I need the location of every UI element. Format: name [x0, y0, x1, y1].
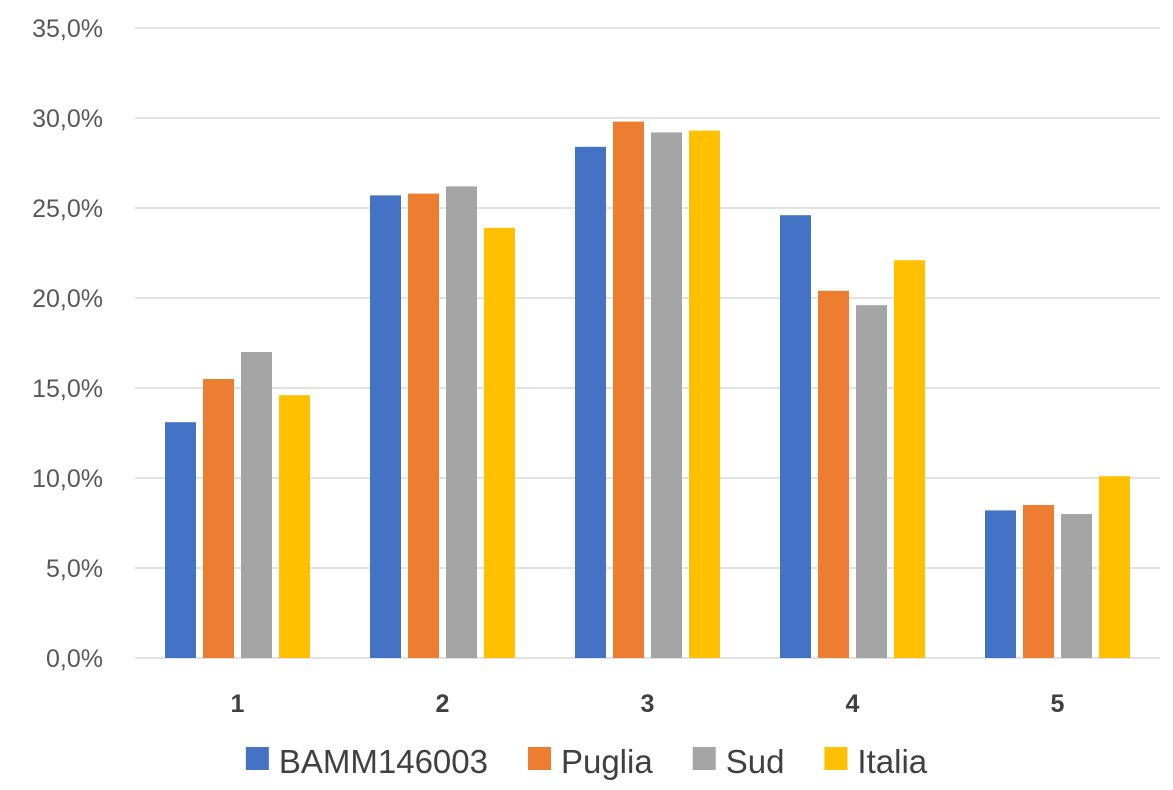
y-tick-label: 10,0%	[32, 465, 103, 493]
y-tick-label: 15,0%	[32, 375, 103, 403]
y-tick-label: 25,0%	[32, 195, 103, 223]
legend-swatch-sud	[692, 747, 716, 770]
y-tick-label: 0,0%	[46, 645, 103, 673]
bar-italia-4	[894, 260, 925, 658]
bar-sud-3	[651, 132, 682, 658]
x-category-label: 2	[436, 690, 450, 718]
y-tick-label: 20,0%	[32, 285, 103, 313]
y-tick-label: 30,0%	[32, 105, 103, 133]
bar-puglia-1	[203, 379, 234, 658]
y-axis-tick-labels: 0,0% 5,0% 10,0% 15,0% 20,0% 25,0% 30,0% 35,0%	[32, 15, 103, 673]
x-axis-category-labels: 1 2 3 4 5	[231, 690, 1065, 718]
y-tick-label: 35,0%	[32, 15, 103, 43]
x-category-label: 1	[231, 690, 245, 718]
legend-label-italia: Italia	[857, 743, 927, 780]
x-category-label: 4	[846, 690, 860, 718]
legend-swatch-italia	[824, 747, 848, 770]
bar-sud-4	[856, 305, 887, 658]
legend-label-sud: Sud	[726, 743, 785, 780]
bar-italia-3	[689, 130, 720, 659]
bars-layer	[165, 121, 1130, 659]
bar-bamm146003-4	[780, 215, 811, 658]
legend-swatch-bamm146003	[245, 747, 269, 770]
y-tick-label: 5,0%	[46, 555, 103, 583]
bar-bamm146003-3	[575, 146, 606, 659]
bar-italia-1	[279, 395, 310, 658]
bar-italia-5	[1099, 476, 1130, 658]
bar-sud-2	[446, 186, 477, 658]
bar-italia-2	[484, 227, 515, 659]
bar-puglia-3	[613, 121, 644, 659]
bar-puglia-4	[818, 290, 849, 658]
bar-bamm146003-5	[985, 510, 1016, 658]
legend-label-bamm146003: BAMM146003	[279, 743, 488, 780]
legend: BAMM146003 Puglia Sud Italia	[245, 743, 928, 780]
bar-bamm146003-2	[370, 195, 401, 658]
bar-bamm146003-1	[165, 422, 196, 658]
bar-sud-5	[1061, 514, 1092, 658]
legend-swatch-puglia	[527, 747, 551, 770]
bar-puglia-2	[408, 193, 439, 658]
legend-label-puglia: Puglia	[561, 743, 653, 780]
x-category-label: 3	[641, 690, 655, 718]
bar-puglia-5	[1023, 505, 1054, 658]
x-category-label: 5	[1051, 690, 1065, 718]
bar-sud-1	[241, 352, 272, 658]
